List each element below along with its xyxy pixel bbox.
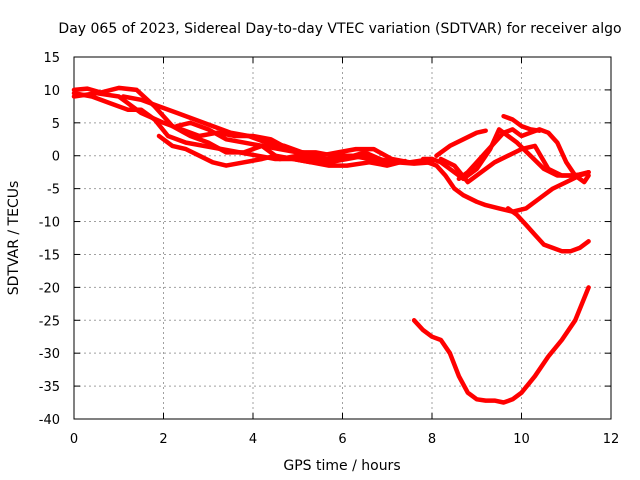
y-tick-label: -25 <box>39 314 60 329</box>
y-tick-label: -15 <box>39 248 60 263</box>
x-tick-label: 6 <box>338 432 346 447</box>
series-line-track-14 <box>411 285 591 405</box>
series-line-track-7 <box>425 160 591 214</box>
y-tick-label: 5 <box>52 117 60 132</box>
series-line-track-13 <box>505 206 591 254</box>
x-tick-label: 4 <box>249 432 257 447</box>
series-line-track-9 <box>438 143 591 185</box>
chart-title: Day 065 of 2023, Sidereal Day-to-day VTE… <box>58 21 621 37</box>
y-tick-label: -5 <box>47 183 60 198</box>
x-tick-label: 2 <box>159 432 167 447</box>
y-tick-label: -30 <box>39 347 60 362</box>
x-tick-label: 10 <box>513 432 530 447</box>
x-tick-label: 12 <box>603 432 620 447</box>
series-line-track-10 <box>456 127 591 185</box>
x-tick-label: 8 <box>428 432 436 447</box>
y-axis-label: SDTVAR / TECUs <box>6 181 22 296</box>
series-line-track-11 <box>434 128 488 158</box>
grid-lines <box>74 57 611 419</box>
y-axis: -40 -35 -30 -25 -20 -15 -10 -5 0 5 10 15 <box>39 51 611 428</box>
y-tick-label: -35 <box>39 380 60 395</box>
y-tick-label: 10 <box>43 84 60 99</box>
series-line-track-6 <box>120 94 412 165</box>
y-tick-label: -10 <box>39 216 60 231</box>
x-axis: 0 2 4 6 8 10 12 <box>70 57 619 447</box>
y-tick-label: 15 <box>43 51 60 66</box>
x-axis-label: GPS time / hours <box>283 458 400 474</box>
y-tick-label: -40 <box>39 413 60 428</box>
x-tick-label: 0 <box>70 432 78 447</box>
series-line-track-12 <box>501 113 542 133</box>
series-line-track-3 <box>71 90 408 168</box>
y-tick-label: -20 <box>39 281 60 296</box>
y-tick-label: 0 <box>52 150 60 165</box>
series-line-track-8 <box>420 127 587 182</box>
series-line-track-5 <box>174 120 408 165</box>
series-group <box>71 85 591 405</box>
